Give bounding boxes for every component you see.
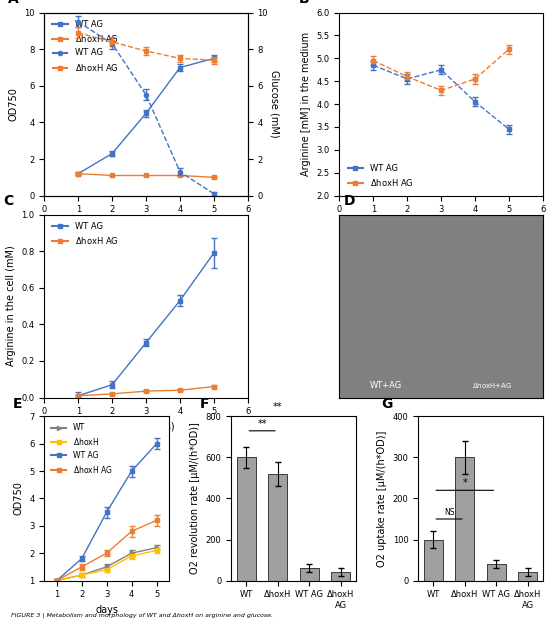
Legend: WT AG, $\Delta$hoxH AG: WT AG, $\Delta$hoxH AG — [343, 161, 417, 191]
Bar — [237, 457, 256, 581]
Bar — [424, 540, 443, 581]
Text: $\Delta$hoxH+AG: $\Delta$hoxH+AG — [471, 381, 512, 391]
Text: E: E — [13, 398, 23, 411]
Text: FIGURE 3 | Metabolism and morphology of WT and ΔhoxH on arginine and glucose.: FIGURE 3 | Metabolism and morphology of … — [11, 613, 273, 618]
Text: A: A — [8, 0, 18, 6]
Y-axis label: O2 uptake rate [μM/(h*OD)]: O2 uptake rate [μM/(h*OD)] — [377, 430, 387, 567]
Text: **: ** — [258, 419, 267, 429]
Text: **: ** — [273, 403, 283, 413]
Text: D: D — [343, 194, 355, 208]
Y-axis label: Arginine [mM] in the medium: Arginine [mM] in the medium — [301, 32, 311, 176]
Bar — [487, 564, 506, 581]
Text: C: C — [4, 194, 14, 208]
Legend: WT AG, $\Delta$hoxH AG, WT AG, $\Delta$hoxH AG: WT AG, $\Delta$hoxH AG, WT AG, $\Delta$h… — [49, 17, 122, 76]
Text: WT+AG: WT+AG — [370, 381, 402, 391]
Bar — [519, 572, 537, 581]
Bar — [269, 474, 288, 581]
Bar — [455, 457, 474, 581]
Text: B: B — [299, 0, 309, 6]
Bar — [331, 572, 350, 581]
Text: NS: NS — [444, 508, 454, 517]
Legend: WT, $\Delta$hoxH, WT AG, $\Delta$hoxH AG: WT, $\Delta$hoxH, WT AG, $\Delta$hoxH AG — [48, 420, 115, 478]
Y-axis label: OD750: OD750 — [14, 481, 24, 516]
Y-axis label: O2 revolution rate [μM/(h*OD)]: O2 revolution rate [μM/(h*OD)] — [190, 423, 200, 574]
Y-axis label: Glucose (mM): Glucose (mM) — [269, 70, 279, 138]
Legend: WT AG, $\Delta$hoxH AG: WT AG, $\Delta$hoxH AG — [49, 219, 122, 249]
Y-axis label: OD750: OD750 — [8, 87, 18, 121]
X-axis label: days: days — [95, 604, 118, 615]
Y-axis label: Arginine in the cell (mM): Arginine in the cell (mM) — [6, 245, 16, 367]
Text: *: * — [463, 478, 467, 488]
Bar — [300, 568, 319, 581]
Text: F: F — [200, 398, 209, 411]
X-axis label: Time (days): Time (days) — [117, 422, 175, 432]
Text: G: G — [381, 398, 392, 411]
